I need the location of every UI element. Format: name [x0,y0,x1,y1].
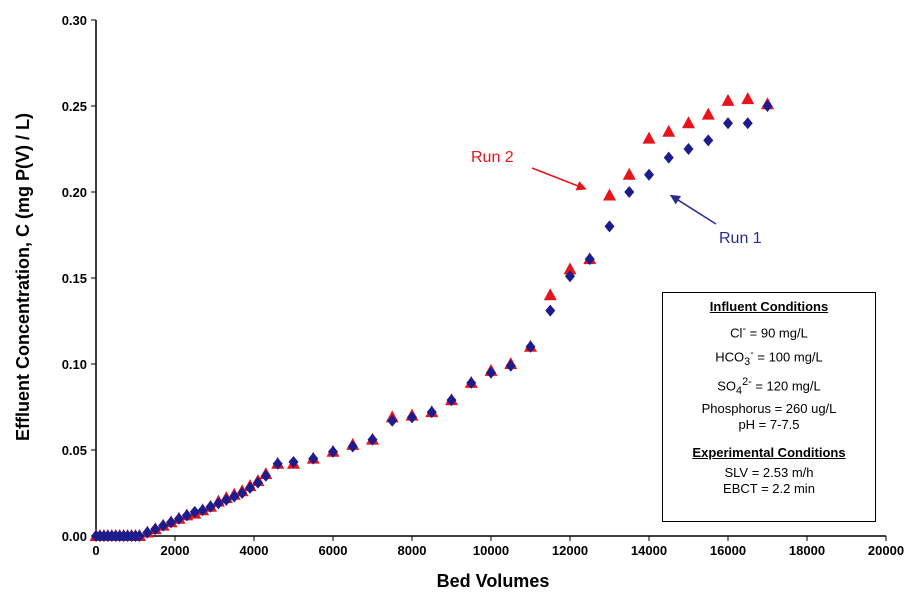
data-point [288,456,299,469]
x-axis-ticks: 0 2000 4000 6000 8000 10000 12000 14000 16000 180… [92,536,904,558]
y-axis-ticks: 0.00 0.05 0.10 0.15 0.20 0.25 0.30 [62,13,96,544]
data-point [505,359,516,372]
experimental-conditions-title: Experimental Conditions [692,445,846,461]
x-tick-label: 14000 [631,543,667,558]
data-point [723,117,733,130]
conditions-box: Influent Conditions Cl- = 90 mg/L HCO3- … [662,292,876,522]
sulfate-line: SO42- = 120 mg/L [717,376,821,398]
data-point [189,505,200,518]
y-tick-label: 0.20 [62,185,87,200]
run2-arrow [531,167,587,191]
data-point [525,340,536,353]
data-point [683,143,694,155]
annotations: Run 2 Run 1 [471,149,762,247]
series-run-1 [91,100,773,542]
data-point [134,530,145,542]
y-tick-label: 0.25 [62,99,87,114]
data-point [742,117,753,130]
data-point [197,504,208,517]
data-point [237,487,248,499]
data-point [221,493,232,506]
data-point [584,253,595,266]
data-series [89,92,774,542]
data-point [446,394,457,407]
data-point [741,92,755,105]
data-point [624,186,635,198]
x-tick-label: 8000 [398,543,427,558]
data-point [682,116,695,129]
data-point [543,288,557,301]
run2-label: Run 2 [471,149,514,166]
x-tick-label: 0 [92,543,99,558]
data-point [205,500,216,513]
data-point [347,440,358,453]
y-tick-label: 0.00 [62,529,87,544]
data-point [173,512,184,525]
chloride-line: Cl- = 90 mg/L [730,323,808,341]
data-point [545,304,556,317]
data-point [603,188,616,201]
data-point [260,469,271,482]
data-point [721,93,735,106]
data-point [701,107,715,120]
data-point [308,452,319,465]
x-tick-label: 6000 [319,543,348,558]
data-point [166,516,177,529]
y-axis-title: Effluent Concentration, C (mg P(V) / L) [13,113,33,441]
data-point [142,526,153,539]
y-tick-label: 0.10 [62,357,87,372]
x-tick-label: 18000 [789,543,825,558]
data-point [426,406,437,419]
y-tick-label: 0.15 [62,271,87,286]
data-point [387,414,398,427]
data-point [150,523,161,536]
run1-arrow [669,194,717,225]
data-point [703,134,714,147]
data-point [252,476,263,489]
ph-line: pH = 7-7.5 [738,417,800,433]
x-tick-label: 10000 [473,543,509,558]
y-tick-label: 0.05 [62,443,87,458]
data-point [213,497,224,510]
y-tick-label: 0.30 [62,13,87,28]
data-point [642,131,656,144]
data-point [762,100,773,112]
data-point [604,220,615,233]
x-axis-title: Bed Volumes [437,571,550,591]
phosphorus-line: Phosphorus = 260 ug/L [701,401,837,417]
data-point [272,457,283,470]
data-point [466,376,477,389]
data-point [328,445,338,458]
data-point [245,481,256,494]
x-tick-label: 16000 [710,543,746,558]
x-tick-label: 4000 [240,543,269,558]
data-point [565,270,575,283]
x-tick-label: 2000 [161,543,190,558]
bicarbonate-line: HCO3- = 100 mg/L [715,347,823,369]
data-point [181,509,192,522]
data-point [644,168,654,181]
data-point [229,490,240,503]
data-point [663,151,674,164]
data-point [622,167,636,180]
x-tick-label: 12000 [552,543,588,558]
data-point [563,262,577,275]
x-tick-label: 20000 [868,543,904,558]
ebct-line: EBCT = 2.2 min [723,481,815,497]
slv-line: SLV = 2.53 m/h [724,465,814,481]
data-point [407,411,417,424]
data-point [158,519,169,532]
data-point [662,124,676,137]
data-point [367,433,378,446]
influent-conditions-title: Influent Conditions [709,299,829,314]
data-point [486,366,496,379]
run1-label: Run 1 [719,230,762,247]
